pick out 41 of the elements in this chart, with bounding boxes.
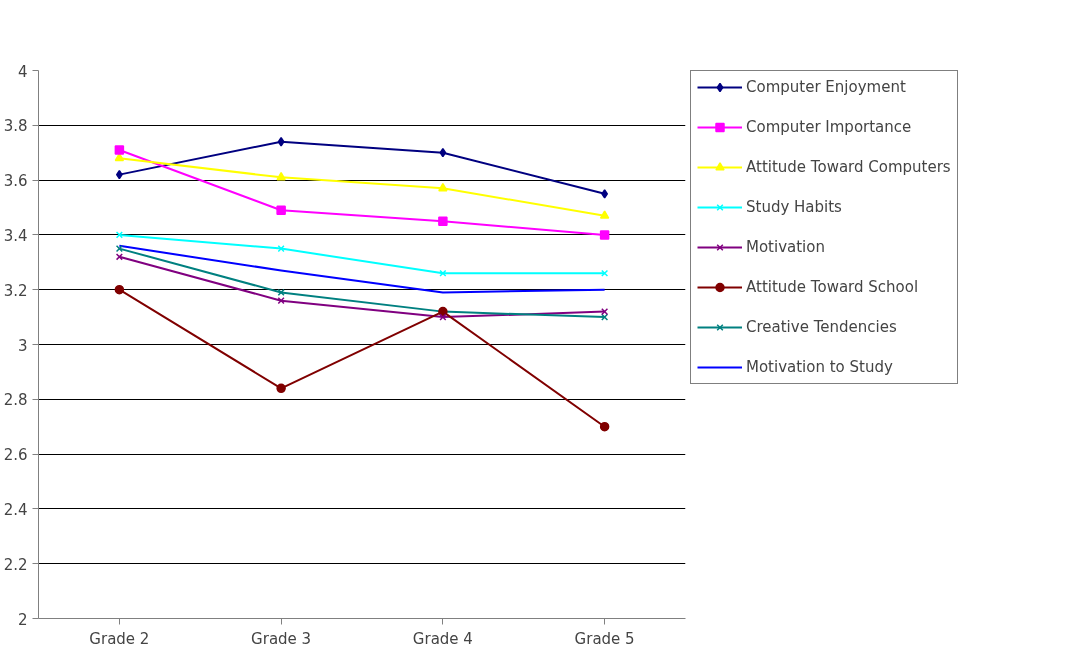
point <box>115 245 123 253</box>
y-tick-label: 2.4 <box>3 500 28 519</box>
x-tick-label: Grade 4 <box>412 629 473 648</box>
y-tick-label: 4 <box>17 62 28 81</box>
legend-label: Computer Enjoyment <box>746 78 906 96</box>
y-tick-label: 2.8 <box>3 391 28 410</box>
point <box>599 421 610 432</box>
y-tick-label: 3.6 <box>3 172 28 191</box>
y-tick-label: 2.2 <box>3 555 28 574</box>
point <box>439 147 447 158</box>
legend-label: Attitude Toward School <box>746 278 919 296</box>
legend-label: Study Habits <box>746 198 842 216</box>
point <box>276 205 286 215</box>
point <box>601 189 609 199</box>
point <box>438 216 448 226</box>
point <box>599 210 610 219</box>
point <box>114 145 125 155</box>
y-tick-label: 2 <box>17 610 28 629</box>
point <box>599 230 610 240</box>
point <box>277 136 285 147</box>
legend-label: Attitude Toward Computers <box>746 158 951 176</box>
line-series <box>118 244 606 294</box>
point <box>601 308 609 316</box>
point <box>276 171 286 181</box>
y-tick-label: 3.8 <box>3 117 28 136</box>
x-tick-label: Grade 3 <box>251 629 312 648</box>
y-tick-label: 3.4 <box>3 226 28 245</box>
point <box>438 182 448 192</box>
legend-label: Motivation to Study <box>746 358 893 376</box>
legend-label: Motivation <box>746 238 825 256</box>
y-tick-label: 2.6 <box>3 446 28 465</box>
point <box>439 313 447 321</box>
point <box>114 284 125 295</box>
point <box>276 383 286 394</box>
y-tick-label: 3.2 <box>3 281 28 300</box>
legend-label: Creative Tendencies <box>746 318 897 336</box>
x-tick-label: Grade 5 <box>574 629 635 648</box>
x-tick-label: Grade 2 <box>89 629 150 648</box>
legend-label: Computer Importance <box>746 118 912 136</box>
y-tick-label: 3 <box>17 336 28 355</box>
point <box>115 169 123 180</box>
